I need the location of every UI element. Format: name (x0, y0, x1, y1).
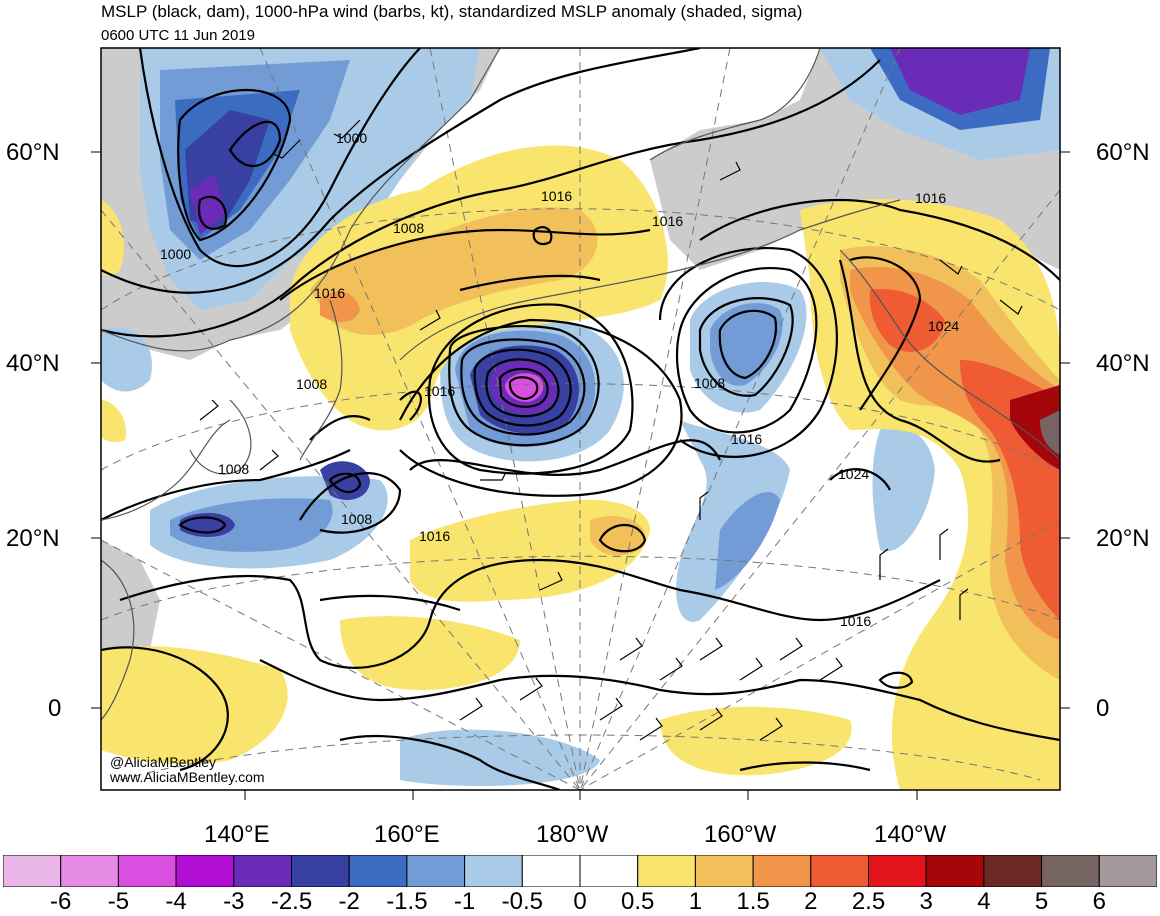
colorbar-label: -2.5 (270, 888, 313, 915)
coastlines (101, 48, 1060, 721)
lat-label-left: 40°N (6, 350, 60, 377)
lat-label-right: 40°N (1096, 350, 1150, 377)
lon-label: 160°W (704, 821, 777, 848)
colorbar-box (464, 855, 523, 887)
colorbar-label: -0.5 (501, 888, 543, 915)
colorbar-label: -1.5 (386, 888, 428, 915)
isobar-label: 1016 (419, 528, 450, 544)
lat-label-left: 60°N (6, 139, 60, 166)
colorbar-box (810, 855, 869, 887)
lon-label: 160°E (374, 821, 440, 848)
isobar-label: 1016 (840, 613, 871, 629)
isobar-labels: 1000 1000 1008 1016 1008 1016 1016 1016 … (160, 130, 959, 629)
colorbar-box (60, 855, 119, 887)
colorbar-label: 1.5 (736, 888, 770, 915)
colorbar-label: -1 (453, 888, 476, 915)
colorbar-label: -5 (107, 888, 130, 915)
colorbar-label: 0 (573, 888, 587, 915)
isobar-label: 1008 (296, 376, 327, 392)
frame-ticks (91, 151, 1070, 800)
isobar-label: 1016 (314, 285, 345, 301)
colorbar-label: -6 (50, 888, 72, 915)
map-title: MSLP (black, dam), 1000-hPa wind (barbs,… (101, 2, 803, 21)
valid-time: 0600 UTC 11 Jun 2019 (101, 27, 255, 44)
colorbar-label: 6 (1092, 888, 1106, 915)
isobar-label: 1008 (341, 511, 372, 527)
graticule (101, 48, 1060, 790)
colorbar-label: 1 (688, 888, 703, 915)
colorbar-box (291, 855, 350, 887)
lat-label-left: 20°N (6, 525, 60, 552)
isobar-label: 1008 (694, 375, 725, 391)
colorbar-label: 2.5 (851, 888, 886, 915)
colorbar-box (694, 855, 754, 887)
colorbar-label: 2 (804, 888, 818, 915)
lon-label: 140°E (204, 821, 270, 848)
colorbar-box (925, 855, 985, 887)
isobar-label: 1024 (838, 466, 869, 482)
colorbar-label: -3 (223, 888, 245, 915)
lat-label-right: 60°N (1096, 139, 1150, 166)
colorbar-box (579, 855, 639, 887)
colorbar-box (1041, 855, 1100, 887)
isobar-label: 1008 (393, 220, 424, 236)
colorbar-box (752, 855, 812, 887)
colorbar-box (406, 855, 466, 887)
watermark-url: www.AliciaMBentley.com (109, 769, 265, 785)
negative-anomaly-shading (101, 48, 1060, 786)
wind-barbs (199, 119, 1023, 741)
isobar-label: 1000 (336, 130, 367, 146)
isobar-label: 1016 (541, 188, 572, 204)
isobar-label: 1016 (424, 383, 455, 399)
colorbar-label: 4 (977, 888, 991, 915)
colorbar-box (1098, 855, 1157, 887)
watermark-handle: @AliciaMBentley (110, 754, 216, 770)
colorbar-box (348, 855, 408, 887)
colorbar (3, 855, 1157, 887)
colorbar-box (637, 855, 696, 887)
isobar-label: 1024 (928, 318, 959, 334)
colorbar-box (983, 855, 1043, 887)
colorbar-label: 3 (919, 888, 933, 915)
lon-label: 140°W (874, 821, 947, 848)
isobar-label: 1016 (652, 213, 683, 229)
isobar-label: 1016 (731, 431, 762, 447)
colorbar-label: -2 (338, 888, 360, 915)
lat-label-left: 0 (48, 695, 62, 722)
isobar-label: 1008 (218, 461, 249, 477)
colorbar-box (117, 855, 177, 887)
colorbar-label: 5 (1034, 888, 1049, 915)
colorbar-box (233, 855, 293, 887)
colorbar-box (3, 855, 62, 887)
lon-label: 180°W (536, 821, 609, 848)
colorbar-box (175, 855, 235, 887)
colorbar-label: 0.5 (621, 888, 655, 915)
isobar-label: 1000 (160, 246, 191, 262)
lat-label-right: 0 (1096, 695, 1110, 722)
colorbar-box (521, 855, 581, 887)
colorbar-box (868, 855, 927, 887)
colorbar-label: -4 (165, 888, 187, 915)
isobar-label: 1016 (915, 190, 946, 206)
isobars (101, 48, 1060, 790)
lat-label-right: 20°N (1096, 525, 1150, 552)
